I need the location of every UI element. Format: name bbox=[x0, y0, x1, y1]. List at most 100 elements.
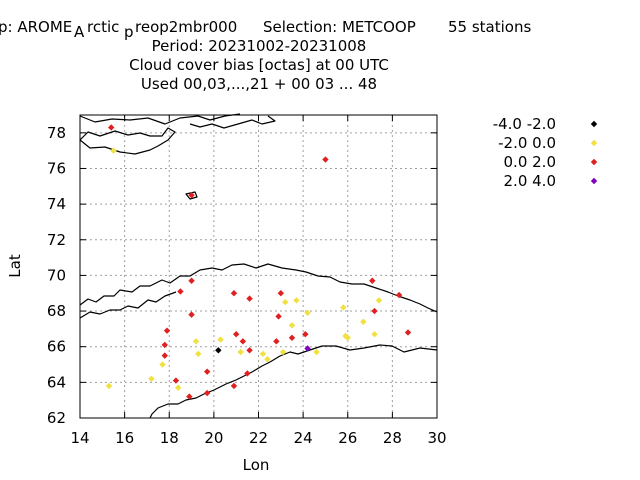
svalbard-coast bbox=[79, 113, 241, 125]
station-point-series-2-1 bbox=[322, 156, 329, 163]
station-point-series-1-11 bbox=[279, 348, 287, 356]
nordaustlandet-coast bbox=[189, 115, 276, 129]
legend-marker-2 bbox=[590, 158, 598, 166]
title-selection: Selection: METCOOP bbox=[263, 18, 416, 36]
title-period: Period: 20231002-20231008 bbox=[152, 37, 367, 55]
station-point-series-2-10 bbox=[186, 393, 193, 400]
y-tick-label: 72 bbox=[47, 231, 66, 249]
axis-ticks: 14 16 18 20 22 24 26 28 30 62 64 66 68 70 72 74 76 78 bbox=[47, 115, 447, 447]
legend-label-2: 0.0 2.0 bbox=[504, 153, 556, 171]
y-tick-label: 68 bbox=[47, 302, 66, 320]
station-point-series-1-22 bbox=[375, 297, 383, 304]
y-axis-label: Lat bbox=[6, 254, 24, 278]
title-station-count: 55 stations bbox=[448, 18, 531, 36]
station-point-series-2-12 bbox=[203, 389, 211, 397]
y-tick-label: 74 bbox=[47, 195, 66, 213]
title-experiment-prefix: p: AROME bbox=[0, 18, 72, 36]
legend-marker-0 bbox=[590, 120, 598, 128]
station-point-series-2-13 bbox=[230, 290, 238, 297]
station-point-series-1-7 bbox=[217, 336, 224, 343]
legend-label-1: -2.0 0.0 bbox=[498, 134, 556, 152]
station-point-series-2-15 bbox=[232, 331, 240, 338]
station-point-series-1-14 bbox=[293, 297, 300, 304]
x-axis-label: Lon bbox=[243, 456, 270, 474]
station-point-series-1-1 bbox=[105, 382, 113, 390]
station-point-series-1-13 bbox=[288, 322, 296, 329]
station-point-series-1-0 bbox=[110, 147, 117, 154]
station-point-series-1-20 bbox=[360, 318, 367, 325]
station-point-series-2-18 bbox=[244, 370, 251, 377]
station-point-series-1-15 bbox=[304, 309, 311, 317]
station-point-series-1-10 bbox=[264, 355, 271, 363]
station-point-series-2-3 bbox=[188, 277, 195, 284]
station-point-series-2-11 bbox=[203, 368, 211, 375]
y-tick-label: 76 bbox=[47, 159, 66, 177]
legend-marker-1 bbox=[590, 139, 598, 147]
y-tick-label: 64 bbox=[47, 373, 66, 391]
station-point-series-0-0 bbox=[215, 347, 222, 354]
station-point-series-3-0 bbox=[304, 345, 311, 352]
x-tick-label: 28 bbox=[383, 429, 402, 447]
station-point-series-2-16 bbox=[239, 338, 247, 345]
chart-title: p: AROME A rctic p reop2mbr000 Selection… bbox=[0, 18, 531, 93]
station-point-series-1-17 bbox=[340, 304, 347, 311]
station-markers bbox=[105, 124, 412, 400]
station-point-series-1-19 bbox=[344, 334, 351, 341]
station-point-series-2-25 bbox=[369, 277, 376, 284]
legend-label-3: 2.0 4.0 bbox=[504, 172, 556, 190]
station-point-series-1-9 bbox=[259, 350, 267, 358]
y-tick-label: 62 bbox=[47, 409, 66, 427]
legend-marker-3 bbox=[590, 177, 598, 185]
station-point-series-2-20 bbox=[273, 338, 280, 345]
station-point-series-1-8 bbox=[237, 348, 244, 356]
y-tick-label: 70 bbox=[47, 266, 66, 284]
title-lead-times: Used 00,03,...,21 + 00 03 ... 48 bbox=[141, 75, 377, 93]
legend: -4.0 -2.0-2.0 0.00.0 2.02.0 4.0 bbox=[493, 115, 598, 190]
x-tick-label: 14 bbox=[70, 429, 89, 447]
x-tick-label: 16 bbox=[115, 429, 134, 447]
station-point-series-2-7 bbox=[161, 341, 168, 349]
station-point-series-2-28 bbox=[404, 329, 412, 336]
title-experiment-subscript-p: p bbox=[124, 23, 134, 41]
station-point-series-1-5 bbox=[192, 338, 200, 345]
x-tick-label: 22 bbox=[249, 429, 268, 447]
norway-west-coast bbox=[79, 291, 177, 319]
title-experiment-suffix: reop2mbr000 bbox=[135, 18, 237, 36]
station-point-series-2-5 bbox=[188, 311, 195, 318]
x-tick-label: 18 bbox=[160, 429, 179, 447]
x-tick-label: 20 bbox=[204, 429, 223, 447]
legend-label-0: -4.0 -2.0 bbox=[493, 115, 556, 133]
x-tick-label: 30 bbox=[427, 429, 446, 447]
station-point-series-2-6 bbox=[163, 327, 171, 334]
station-point-series-2-27 bbox=[395, 291, 403, 299]
gulf-of-bothnia-coast bbox=[149, 344, 438, 419]
station-point-series-2-22 bbox=[277, 290, 285, 297]
norway-north-coast bbox=[79, 263, 438, 313]
station-point-series-1-12 bbox=[282, 298, 289, 306]
station-point-series-1-6 bbox=[195, 350, 202, 358]
station-point-series-2-0 bbox=[108, 124, 115, 131]
title-experiment-mid: rctic bbox=[87, 18, 119, 36]
station-point-series-2-4 bbox=[177, 288, 184, 295]
station-point-series-2-21 bbox=[275, 313, 282, 320]
grid-lines bbox=[80, 115, 437, 419]
title-parameter: Cloud cover bias [octas] at 00 UTC bbox=[129, 56, 389, 74]
station-point-series-2-2 bbox=[188, 192, 195, 199]
station-point-series-1-4 bbox=[174, 384, 182, 391]
station-point-series-1-2 bbox=[148, 375, 155, 382]
x-tick-label: 24 bbox=[294, 429, 313, 447]
coastline-map bbox=[79, 113, 438, 419]
station-point-series-1-16 bbox=[313, 348, 320, 356]
station-point-series-2-17 bbox=[230, 382, 238, 390]
station-point-series-2-24 bbox=[302, 331, 309, 338]
station-point-series-1-3 bbox=[159, 361, 166, 368]
station-point-series-1-21 bbox=[371, 331, 378, 338]
station-point-series-2-14 bbox=[246, 295, 253, 302]
svalbard-south-coast bbox=[79, 127, 176, 155]
y-tick-label: 78 bbox=[47, 124, 66, 142]
title-experiment-subscript-a: A bbox=[74, 23, 85, 41]
station-point-series-2-23 bbox=[288, 334, 296, 341]
station-point-series-2-8 bbox=[161, 352, 168, 359]
y-tick-label: 66 bbox=[47, 338, 66, 356]
